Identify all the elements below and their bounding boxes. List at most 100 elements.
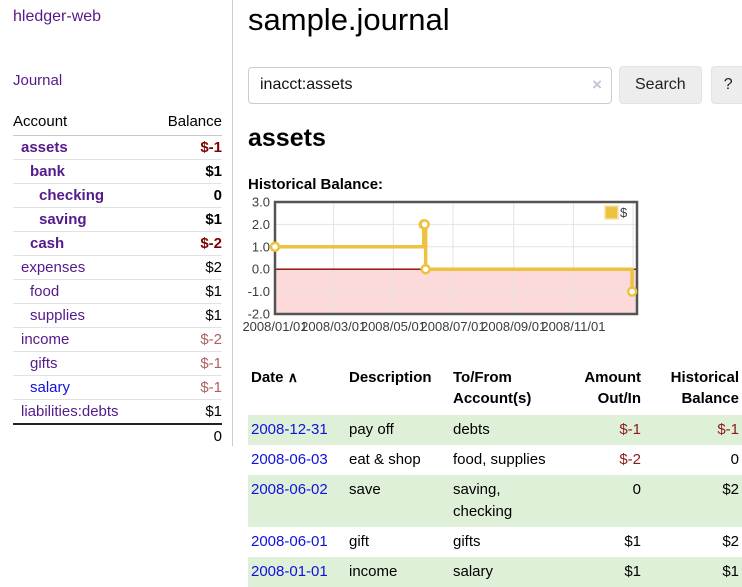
- app-title-link[interactable]: hledger-web: [13, 8, 102, 25]
- transaction-balance: $1: [722, 563, 739, 580]
- account-row-supplies: supplies $1: [13, 303, 222, 328]
- transaction-amount: $1: [624, 563, 641, 580]
- accounts-total-row: 0: [13, 423, 222, 448]
- account-balance-saving: $1: [151, 207, 222, 232]
- account-link-assets[interactable]: assets: [21, 139, 68, 156]
- account-balance-salary: $-1: [151, 375, 222, 400]
- transaction-description: save: [349, 481, 381, 498]
- transaction-balance: $-1: [717, 421, 739, 438]
- search-form: × Search ?: [248, 66, 742, 104]
- accounts-header-balance: Balance: [151, 109, 222, 136]
- transaction-row[interactable]: 2008-06-03 eat & shop food, supplies $-2…: [248, 445, 742, 475]
- transaction-accounts: salary: [453, 563, 494, 580]
- transaction-row[interactable]: 2008-06-02 save saving, checking 0 $2: [248, 475, 742, 527]
- account-row-cash: cash $-2: [13, 231, 222, 256]
- svg-text:1.0: 1.0: [252, 239, 270, 254]
- svg-text:2008/09/01: 2008/09/01: [481, 319, 546, 334]
- svg-text:2008/11/01: 2008/11/01: [541, 319, 605, 334]
- account-row-assets: assets $-1: [13, 135, 222, 160]
- chart-svg: $3.0 2.0 1.0 0.0 -1.0 -2.02008/01/012008/03/0…: [242, 195, 639, 334]
- account-link-expenses[interactable]: expenses: [21, 259, 86, 276]
- header-date[interactable]: Date ∧: [251, 369, 298, 386]
- transaction-amount: $-1: [619, 421, 641, 438]
- svg-text:-1.0: -1.0: [248, 284, 270, 299]
- transaction-description: pay off: [349, 421, 394, 438]
- search-input-wrapper: ×: [248, 66, 612, 104]
- transaction-row[interactable]: 2008-12-31 pay off debts $-1 $-1: [248, 415, 742, 445]
- account-link-food[interactable]: food: [30, 283, 60, 300]
- search-button[interactable]: Search: [619, 66, 702, 104]
- account-link-gifts[interactable]: gifts: [30, 355, 58, 372]
- svg-text:2008/07/01: 2008/07/01: [421, 319, 486, 334]
- header-balance: Historical Balance: [670, 369, 739, 407]
- transaction-amount: $1: [624, 533, 641, 550]
- account-balance-liabilities-debts: $1: [151, 399, 222, 425]
- header-description: Description: [349, 369, 432, 386]
- transaction-row[interactable]: 2008-06-01 gift gifts $1 $2: [248, 527, 742, 557]
- account-link-salary[interactable]: salary: [30, 379, 71, 396]
- page-title: sample.journal: [248, 2, 450, 37]
- help-button[interactable]: ?: [710, 66, 742, 104]
- search-input[interactable]: [248, 66, 612, 104]
- svg-text:3.0: 3.0: [252, 196, 270, 210]
- historical-balance-chart[interactable]: $3.0 2.0 1.0 0.0 -1.0 -2.0 2008/01/01 2008/03/0…: [242, 195, 742, 343]
- account-row-food: food $1: [13, 279, 222, 304]
- transaction-date-link[interactable]: 2008-06-02: [251, 481, 328, 498]
- clear-search-icon[interactable]: ×: [592, 74, 602, 94]
- account-row-expenses: expenses $2: [13, 255, 222, 280]
- svg-text:2008/05/01: 2008/05/01: [361, 319, 426, 334]
- transaction-row[interactable]: 2008-01-01 income salary $1 $1: [248, 557, 742, 587]
- transaction-date-link[interactable]: 2008-01-01: [251, 563, 328, 580]
- account-balance-assets: $-1: [151, 135, 222, 160]
- account-balance-supplies: $1: [151, 303, 222, 328]
- transaction-date-link[interactable]: 2008-06-01: [251, 533, 328, 550]
- transaction-description: income: [349, 563, 398, 580]
- account-row-liabilities-debts: liabilities:debts $1: [13, 399, 222, 425]
- account-balance-expenses: $2: [151, 255, 222, 280]
- sidebar-item-journal[interactable]: Journal: [13, 72, 63, 89]
- account-row-checking: checking 0: [13, 183, 222, 208]
- account-balance-checking: 0: [151, 183, 222, 208]
- data-point: [626, 286, 638, 297]
- accounts-table: Account Balance assets $-1 bank $1 check…: [13, 109, 222, 448]
- transaction-balance: $2: [722, 481, 739, 498]
- transaction-accounts: gifts: [453, 533, 481, 550]
- transactions-table: Date ∧ Description To/From Account(s) Am…: [248, 363, 742, 587]
- main-content: sample.journal × Search ? assets Histori…: [233, 0, 742, 587]
- transaction-date-link[interactable]: 2008-12-31: [251, 421, 328, 438]
- account-link-supplies[interactable]: supplies: [30, 307, 86, 324]
- transactions-header-row: Date ∧ Description To/From Account(s) Am…: [248, 363, 742, 415]
- accounts-header-account: Account: [13, 109, 152, 136]
- account-heading: assets: [248, 124, 326, 152]
- legend-swatch: [604, 205, 619, 220]
- account-link-saving[interactable]: saving: [39, 211, 87, 228]
- svg-text:-2.0: -2.0: [248, 307, 270, 322]
- account-row-income: income $-2: [13, 327, 222, 352]
- transaction-description: gift: [349, 533, 370, 550]
- account-link-cash[interactable]: cash: [30, 235, 65, 252]
- sort-ascending-icon: ∧: [287, 369, 298, 385]
- plot-border: [273, 200, 639, 316]
- account-balance-cash: $-2: [151, 231, 222, 256]
- account-balance-food: $1: [151, 279, 222, 304]
- header-amount: Amount Out/In: [584, 369, 641, 407]
- transaction-balance: 0: [730, 451, 739, 468]
- account-link-checking[interactable]: checking: [39, 187, 105, 204]
- chart-title: Historical Balance:: [248, 176, 384, 193]
- header-accounts: To/From Account(s): [453, 369, 532, 407]
- transaction-balance: $2: [722, 533, 739, 550]
- sidebar: hledger-web Journal Account Balance asse…: [0, 0, 233, 448]
- account-balance-income: $-2: [151, 327, 222, 352]
- svg-text:2008/01/01: 2008/01/01: [242, 319, 307, 334]
- account-row-bank: bank $1: [13, 159, 222, 184]
- svg-text:2008/03/01: 2008/03/01: [301, 319, 366, 334]
- account-row-gifts: gifts $-1: [13, 351, 222, 376]
- accounts-header-row: Account Balance: [13, 109, 222, 136]
- transaction-date-link[interactable]: 2008-06-03: [251, 451, 328, 468]
- account-row-saving: saving $1: [13, 207, 222, 232]
- account-link-income[interactable]: income: [21, 331, 70, 348]
- account-link-liabilities-debts[interactable]: liabilities:debts: [21, 403, 119, 420]
- account-link-bank[interactable]: bank: [30, 163, 66, 180]
- account-row-salary: salary $-1: [13, 375, 222, 400]
- svg-text:0.0: 0.0: [252, 262, 270, 277]
